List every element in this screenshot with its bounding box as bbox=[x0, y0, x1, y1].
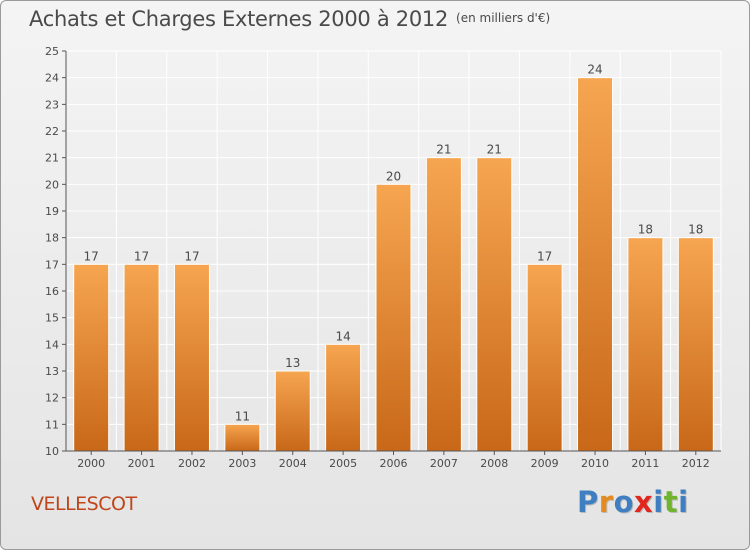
proxiti-logo: Proxiti bbox=[577, 485, 689, 519]
bar-2009 bbox=[526, 263, 563, 452]
unit-text: (en milliers d'€) bbox=[456, 11, 551, 25]
x-tick-label: 2008 bbox=[480, 457, 508, 470]
bars bbox=[73, 77, 714, 452]
x-tick-label: 2003 bbox=[228, 457, 256, 470]
y-tick-label: 16 bbox=[45, 285, 59, 298]
data-label: 18 bbox=[638, 223, 653, 237]
y-tick-label: 18 bbox=[45, 232, 59, 245]
bar-2008 bbox=[476, 157, 513, 452]
data-label: 14 bbox=[335, 329, 350, 343]
data-label: 13 bbox=[285, 356, 300, 370]
bar-2004 bbox=[274, 370, 311, 452]
y-tick-label: 14 bbox=[45, 338, 59, 351]
y-tick-label: 25 bbox=[45, 45, 59, 58]
y-tick-label: 20 bbox=[45, 178, 59, 191]
x-tick-label: 2004 bbox=[279, 457, 307, 470]
title-text: Achats et Charges Externes 2000 à 2012 bbox=[29, 7, 449, 31]
commune-name: VELLESCOT bbox=[31, 493, 137, 515]
bar-2003 bbox=[224, 423, 261, 452]
x-tick-label: 2002 bbox=[178, 457, 206, 470]
y-tick-label: 24 bbox=[45, 72, 59, 85]
y-tick-label: 11 bbox=[45, 418, 59, 431]
data-label: 17 bbox=[134, 249, 149, 263]
x-tick-label: 2012 bbox=[682, 457, 710, 470]
data-label: 20 bbox=[386, 169, 401, 183]
data-labels: 17 17 17 11 13 14 20 21 21 17 24 18 18 bbox=[84, 63, 704, 424]
y-tick-label: 12 bbox=[45, 392, 59, 405]
data-label: 11 bbox=[235, 409, 250, 423]
y-tick-label: 13 bbox=[45, 365, 59, 378]
bar-2012 bbox=[677, 237, 714, 452]
bar-2000 bbox=[73, 263, 110, 452]
data-label: 21 bbox=[436, 143, 451, 157]
data-label: 24 bbox=[587, 63, 602, 77]
data-label: 17 bbox=[184, 249, 199, 263]
data-label: 18 bbox=[688, 223, 703, 237]
y-tick-label: 23 bbox=[45, 98, 59, 111]
x-tick-label: 2007 bbox=[430, 457, 458, 470]
data-label: 21 bbox=[487, 143, 502, 157]
y-tick-label: 15 bbox=[45, 312, 59, 325]
x-tick-label: 2000 bbox=[77, 457, 105, 470]
x-tick-label: 2011 bbox=[631, 457, 659, 470]
bar-2005 bbox=[325, 343, 362, 452]
y-tick-label: 17 bbox=[45, 258, 59, 271]
x-tick-label: 2001 bbox=[128, 457, 156, 470]
y-tick-label: 10 bbox=[45, 445, 59, 458]
y-tick-label: 22 bbox=[45, 125, 59, 138]
bar-2011 bbox=[627, 237, 664, 452]
data-label: 17 bbox=[84, 249, 99, 263]
x-tick-label: 2005 bbox=[329, 457, 357, 470]
x-tick-label: 2010 bbox=[581, 457, 609, 470]
y-tick-label: 19 bbox=[45, 205, 59, 218]
bar-2007 bbox=[425, 157, 462, 452]
y-tick-label: 21 bbox=[45, 152, 59, 165]
x-tick-label: 2009 bbox=[531, 457, 559, 470]
x-tick-label: 2006 bbox=[380, 457, 408, 470]
axes: 10 11 12 13 14 15 16 17 18 19 20 21 22 23 24 25 2000 2001… bbox=[45, 45, 721, 470]
chart-title: Achats et Charges Externes 2000 à 2012 (e… bbox=[29, 7, 550, 31]
bar-2001 bbox=[123, 263, 160, 452]
data-label: 17 bbox=[537, 249, 552, 263]
bar-2010 bbox=[577, 77, 614, 452]
bar-2002 bbox=[173, 263, 210, 452]
bar-2006 bbox=[375, 183, 412, 452]
